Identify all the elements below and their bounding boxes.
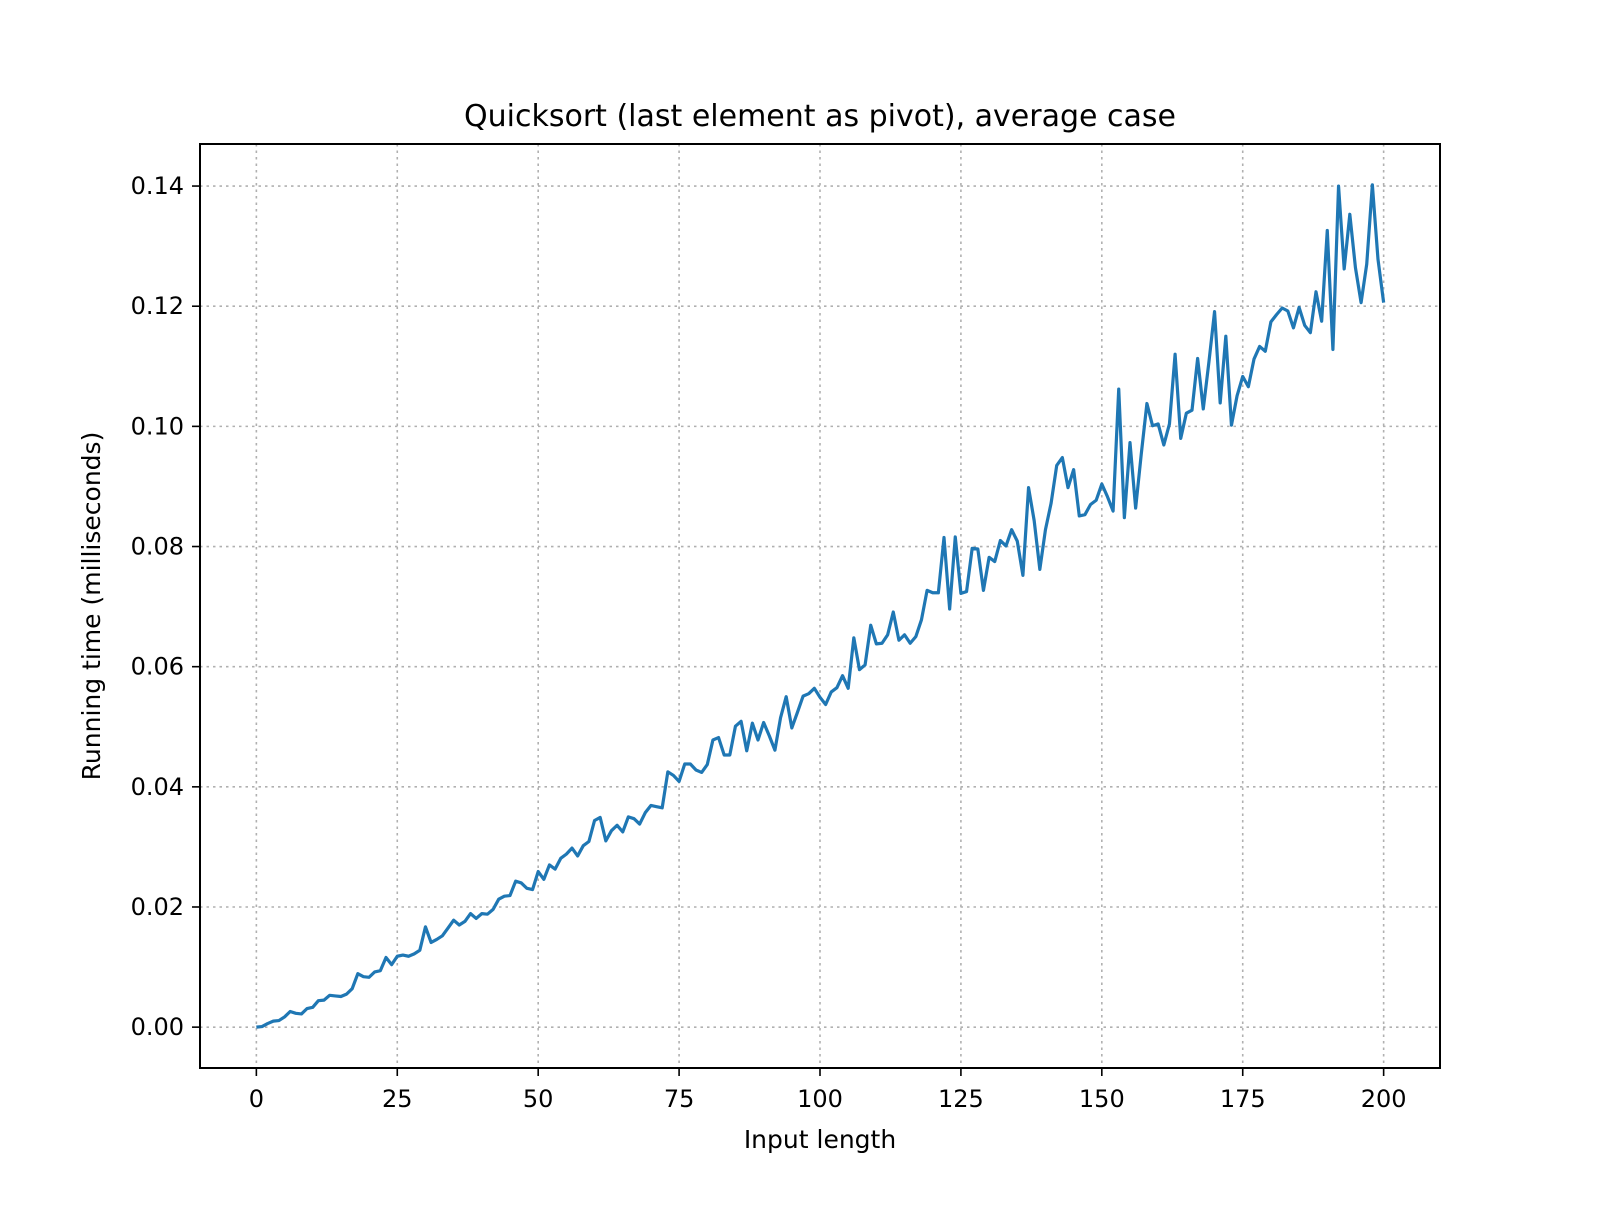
- chart-title: Quicksort (last element as pivot), avera…: [464, 99, 1176, 134]
- y-axis-label: Running time (milliseconds): [77, 432, 106, 781]
- x-tick-label: 125: [938, 1085, 984, 1113]
- x-tick-label: 25: [382, 1085, 413, 1113]
- x-tick-label: 175: [1220, 1085, 1266, 1113]
- x-tick-label: 75: [664, 1085, 695, 1113]
- y-tick-label: 0.08: [131, 533, 184, 561]
- series-line: [256, 183, 1386, 1029]
- series-layer: [256, 183, 1386, 1029]
- y-tick-label: 0.14: [131, 172, 184, 200]
- x-axis: 0 25 50 75 100 125 150 175 200: [249, 1068, 1407, 1113]
- x-tick-label: 50: [523, 1085, 554, 1113]
- grid: [200, 144, 1440, 1068]
- x-tick-label: 150: [1079, 1085, 1125, 1113]
- x-tick-label: 100: [797, 1085, 843, 1113]
- x-axis-label: Input length: [744, 1125, 896, 1154]
- y-tick-label: 0.12: [131, 292, 184, 320]
- x-tick-label: 200: [1361, 1085, 1407, 1113]
- y-tick-label: 0.04: [131, 773, 184, 801]
- y-tick-label: 0.00: [131, 1013, 184, 1041]
- y-tick-label: 0.02: [131, 893, 184, 921]
- y-tick-label: 0.06: [131, 653, 184, 681]
- y-axis: 0.00 0.02 0.04 0.06 0.08 0.10 0.12 0.14: [131, 172, 200, 1041]
- x-tick-label: 0: [249, 1085, 264, 1113]
- y-tick-label: 0.10: [131, 412, 184, 440]
